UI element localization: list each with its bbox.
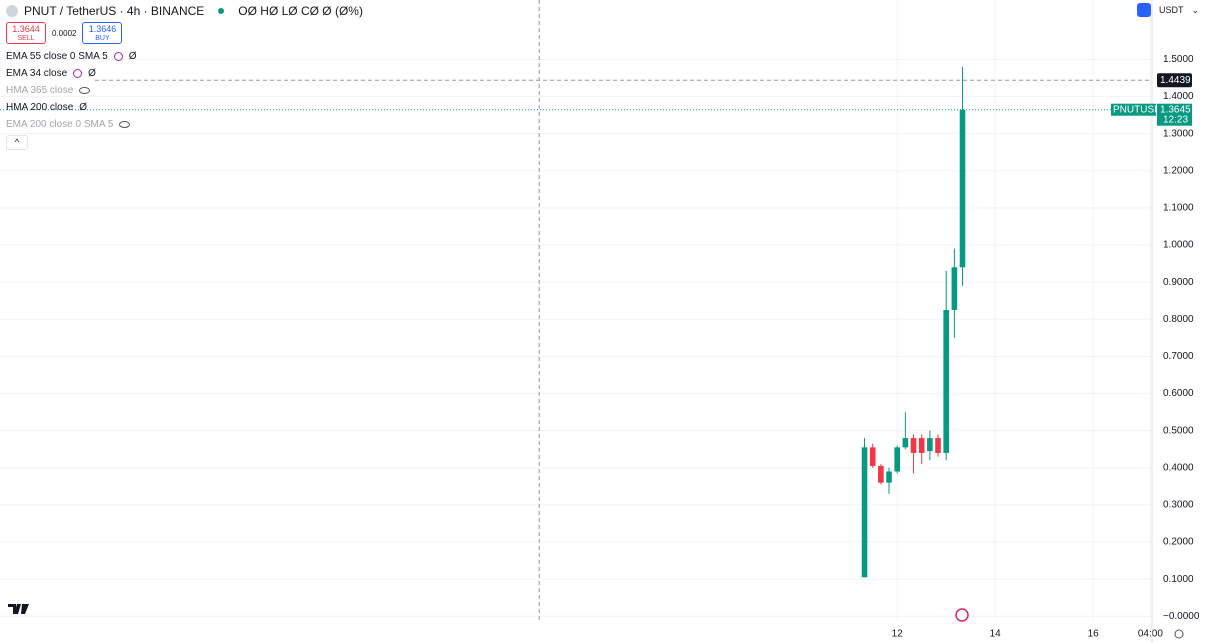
sell-button[interactable]: 1.3644 SELL — [6, 22, 46, 44]
indicator-value: Ø — [79, 102, 88, 113]
trade-panel: 1.3644 SELL 0.0002 1.3646 BUY — [6, 22, 123, 44]
candle-body — [886, 471, 892, 483]
header: PNUT / TetherUS · 4h · BINANCE OØ HØ LØ C… — [6, 4, 363, 18]
indicator-icon[interactable] — [79, 87, 91, 94]
ohlc: OØ HØ LØ CØ Ø (Ø%) — [238, 4, 363, 18]
indicator-name: HMA 200 close — [6, 102, 74, 113]
spread: 0.0002 — [52, 28, 77, 38]
y-tick-label: 1.4000 — [1163, 91, 1194, 102]
candle-body — [878, 465, 884, 483]
symbol-logo — [6, 5, 18, 17]
y-tick-label: 0.1000 — [1163, 574, 1194, 585]
currency-selector[interactable]: USDT ⌄ — [1137, 3, 1199, 17]
tv-logo-mark — [8, 604, 29, 614]
candle-body — [918, 438, 925, 453]
indicator[interactable]: EMA 200 close 0 SMA 5 — [6, 119, 131, 130]
candle-body — [894, 447, 900, 472]
indicator-name: EMA 34 close — [6, 68, 68, 79]
currency: USDT — [1159, 5, 1184, 15]
y-tick-label: 0.2000 — [1163, 537, 1194, 548]
crosshair-label: 1.4439 — [1160, 75, 1191, 86]
indicator[interactable]: HMA 365 close — [6, 85, 91, 96]
y-tick-label: 0.5000 — [1163, 425, 1194, 436]
indicator-name: EMA 55 close 0 SMA 5 — [6, 51, 108, 62]
candle-body — [910, 438, 917, 453]
symbol[interactable]: PNUT / TetherUS · 4h · BINANCE — [24, 4, 205, 18]
indicator-name: EMA 200 close 0 SMA 5 — [6, 119, 114, 130]
collapse-button[interactable]: ^ — [6, 135, 28, 150]
indicator-name: HMA 365 close — [6, 85, 74, 96]
indicator-value: Ø — [88, 68, 96, 79]
candle-body — [935, 438, 941, 453]
y-tick-label: 0.3000 — [1163, 500, 1194, 511]
candle-body — [861, 447, 868, 578]
currency-icon — [1137, 3, 1151, 17]
sell-price: 1.3644 — [12, 24, 40, 34]
x-tick-label: 14 — [990, 629, 1002, 640]
y-tick-label: 0.4000 — [1163, 462, 1194, 473]
indicator[interactable]: EMA 34 close Ø — [6, 68, 96, 79]
y-tick-label: 0.9000 — [1163, 277, 1194, 288]
x-tick-label: 12 — [892, 629, 904, 640]
symbol-label-box — [1111, 103, 1156, 116]
x-tick-label: 16 — [1088, 629, 1100, 640]
countdown-label: 12:23 — [1163, 114, 1188, 125]
candle-body — [902, 438, 909, 448]
last-price-box — [1157, 103, 1192, 126]
indicator-icon[interactable] — [113, 52, 123, 61]
indicator-icon[interactable] — [119, 121, 131, 128]
last-price-label: 1.3645 — [1160, 104, 1191, 115]
indicator-value: Ø — [128, 51, 137, 62]
candle-body — [927, 438, 933, 452]
y-tick-label: 0.7000 — [1163, 351, 1194, 362]
indicator[interactable]: HMA 200 close Ø — [6, 102, 87, 113]
buy-price: 1.3646 — [88, 24, 117, 34]
symbol-label: PNUTUSDT — [1113, 104, 1167, 115]
buy-label: BUY — [95, 35, 110, 42]
y-tick-label: 1.0000 — [1163, 240, 1194, 251]
y-tick-label: 0.6000 — [1163, 388, 1194, 399]
x-tick-label: 04:00 — [1138, 629, 1163, 640]
candle-body — [959, 109, 966, 268]
crosshair-label-box — [1157, 73, 1192, 88]
y-tick-label: 1.2000 — [1163, 165, 1194, 176]
settings-icon — [1174, 629, 1184, 639]
market-status — [218, 8, 225, 14]
indicator[interactable]: EMA 55 close 0 SMA 5 Ø — [6, 51, 137, 62]
events-icon — [955, 608, 969, 622]
y-tick-label: −0.0000 — [1163, 611, 1200, 622]
y-tick-label: 1.1000 — [1163, 203, 1194, 214]
indicator-icon[interactable] — [73, 69, 83, 78]
dropdown-arrow: ⌄ — [1191, 4, 1200, 15]
buy-button[interactable]: 1.3646 BUY — [82, 22, 123, 44]
candle-body — [869, 447, 876, 466]
y-tick-label: 1.3000 — [1163, 128, 1194, 139]
y-tick-label: 0.8000 — [1163, 314, 1194, 325]
y-tick-label: 1.5000 — [1163, 54, 1194, 65]
candle-body — [951, 267, 958, 310]
candle-body — [943, 310, 949, 453]
sell-label: SELL — [17, 35, 35, 42]
